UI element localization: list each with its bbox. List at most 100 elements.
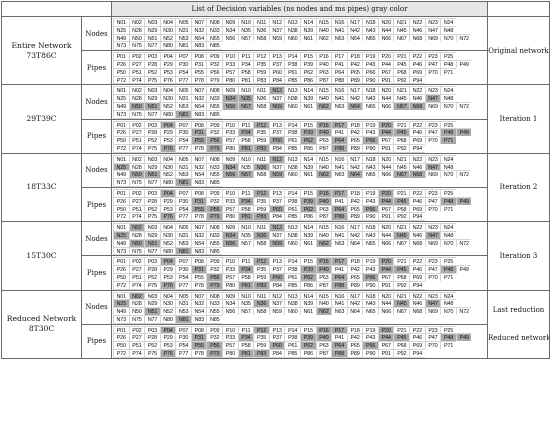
pipe-cell: P75	[144, 280, 161, 289]
pipes-grid: P01 P02 P03 P04 P07 P08 P09 P10 P11 P12 P13 P14 P15 P…	[113, 325, 487, 358]
grid-filler	[471, 33, 487, 43]
pipe-cell: P84	[268, 212, 286, 221]
node-cell: N73	[113, 178, 130, 187]
pipe-cell: P91	[377, 212, 395, 221]
grid-filler	[455, 25, 487, 35]
pipe-cell: P74	[128, 280, 146, 289]
pipe-cell: P85	[284, 75, 301, 84]
pipe-cell: P86	[299, 280, 317, 289]
status-cell: Iteration 2	[487, 152, 550, 223]
pipe-cell: P87	[315, 212, 333, 221]
network-name-line: Reduced Network	[6, 314, 77, 324]
grid-filler	[455, 204, 487, 214]
pipe-cell: P86	[299, 349, 317, 358]
pipe-cell: P91	[377, 75, 395, 84]
grid-filler	[455, 188, 487, 198]
grid-filler	[455, 325, 487, 335]
node-cell: N80	[159, 246, 177, 255]
pipes-label-cell: Pipes	[81, 255, 112, 291]
network-row-nodes: 18T33C Nodes N01 N02 N03 N04 N05 N07 N08 N09 N10 N1…	[1, 152, 550, 223]
pipe-cell: P88	[331, 143, 348, 153]
status-line: Original network	[488, 46, 549, 55]
node-cell: N80	[159, 178, 177, 187]
pipe-cell: P76	[159, 143, 177, 153]
pipe-cell: P72	[113, 212, 130, 221]
pipe-cell: P92	[393, 212, 411, 221]
pipe-cell: P87	[315, 75, 333, 84]
grid-filler	[424, 280, 487, 289]
status-line: Last reduction	[492, 306, 545, 315]
node-cell: N83	[190, 314, 208, 324]
network-row-nodes: 29T39C Nodes N01 N02 N03 N04 N05 N07 N08 N09 N10 N1…	[1, 84, 550, 154]
node-cell: N85	[206, 109, 224, 119]
pipe-cell: P94	[409, 143, 426, 153]
pipes-grid-cell: P01 P02 P03 P04 P07 P08 P09 P10 P11 P12 P13 P14 P15 P…	[111, 255, 488, 291]
pipe-cell: P72	[113, 75, 130, 84]
network-name-line: 15T30C	[26, 250, 57, 260]
status-cell: Original network	[487, 15, 550, 86]
network-name-cell: 15T30C	[1, 221, 82, 291]
status-line: Iteration 2	[499, 183, 538, 192]
pipe-cell: P79	[206, 280, 224, 289]
pipe-cell: P77	[175, 212, 192, 221]
node-cell: N77	[144, 109, 161, 119]
pipe-cell: P78	[190, 75, 208, 84]
network-row-pipes: Pipes P01 P02 P03 P04 P07 P08 P09 P10 P11 P12 P13 P1…	[2, 50, 550, 86]
pipe-cell: P74	[128, 349, 146, 358]
nodes-label-cell: Nodes	[81, 289, 112, 325]
node-cell: N77	[144, 41, 161, 50]
pipe-cell: P81	[237, 349, 255, 358]
status-cell: Iteration 3	[487, 221, 550, 291]
pipe-cell: P77	[175, 143, 192, 153]
table-header: List of Decision variables (ns nodes and…	[111, 1, 488, 17]
pipe-cell: P79	[206, 212, 224, 221]
status-cell: Iteration 1	[487, 84, 550, 154]
nodes-label-cell: Nodes	[81, 221, 112, 257]
pipe-cell: P89	[346, 143, 364, 153]
grid-filler	[424, 212, 487, 221]
pipe-cell: P80	[222, 212, 239, 221]
node-cell: N75	[128, 314, 146, 324]
pipe-cell: P80	[222, 143, 239, 153]
pipe-cell: P91	[377, 280, 395, 289]
node-cell: N80	[159, 41, 177, 50]
grid-filler	[455, 67, 487, 77]
pipe-cell: P81	[237, 212, 255, 221]
pipe-cell: P81	[237, 75, 255, 84]
grid-filler	[222, 246, 487, 255]
pipe-cell: P75	[144, 349, 161, 358]
grid-filler	[222, 314, 487, 324]
pipe-cell: P85	[284, 280, 301, 289]
pipe-cell: P74	[128, 143, 146, 153]
pipes-grid: P01 P02 P03 P04 P07 P08 P09 P10 P11 P12 P13 P14 P15 P…	[113, 52, 487, 84]
pipe-cell: P85	[284, 143, 301, 153]
network-name-cell: 18T33C	[1, 152, 82, 223]
grid-filler	[471, 238, 487, 248]
header-blank-cell	[487, 1, 550, 17]
nodes-label-cell: Nodes	[81, 84, 112, 120]
pipe-cell: P81	[237, 143, 255, 153]
node-cell: N73	[113, 246, 130, 255]
grid-filler	[471, 101, 487, 111]
node-cell: N85	[206, 314, 224, 324]
grid-filler	[455, 18, 487, 27]
grid-filler	[455, 299, 487, 309]
node-cell: N77	[144, 314, 161, 324]
pipe-cell: P88	[331, 349, 348, 358]
pipe-cell: P86	[299, 143, 317, 153]
node-cell: N77	[144, 246, 161, 255]
nodes-grid-cell: N01 N02 N03 N04 N05 N07 N08 N09 N10 N11 N12 N13 N14 N…	[111, 289, 488, 325]
grid-filler	[455, 223, 487, 232]
header-blank-cell	[1, 1, 112, 17]
pipe-cell: P72	[113, 143, 130, 153]
grid-filler	[471, 59, 487, 69]
grid-filler	[455, 136, 487, 145]
pipe-cell: P90	[362, 143, 379, 153]
nodes-grid: N01 N02 N03 N04 N05 N07 N08 N09 N10 N11 N12 N13 N14 N…	[113, 18, 487, 50]
pipe-cell: P87	[315, 349, 333, 358]
pipe-cell: P89	[346, 212, 364, 221]
node-cell: N80	[159, 314, 177, 324]
network-name-cell: 29T39C	[1, 84, 82, 154]
pipe-cell: P88	[331, 75, 348, 84]
grid-filler	[471, 307, 487, 316]
